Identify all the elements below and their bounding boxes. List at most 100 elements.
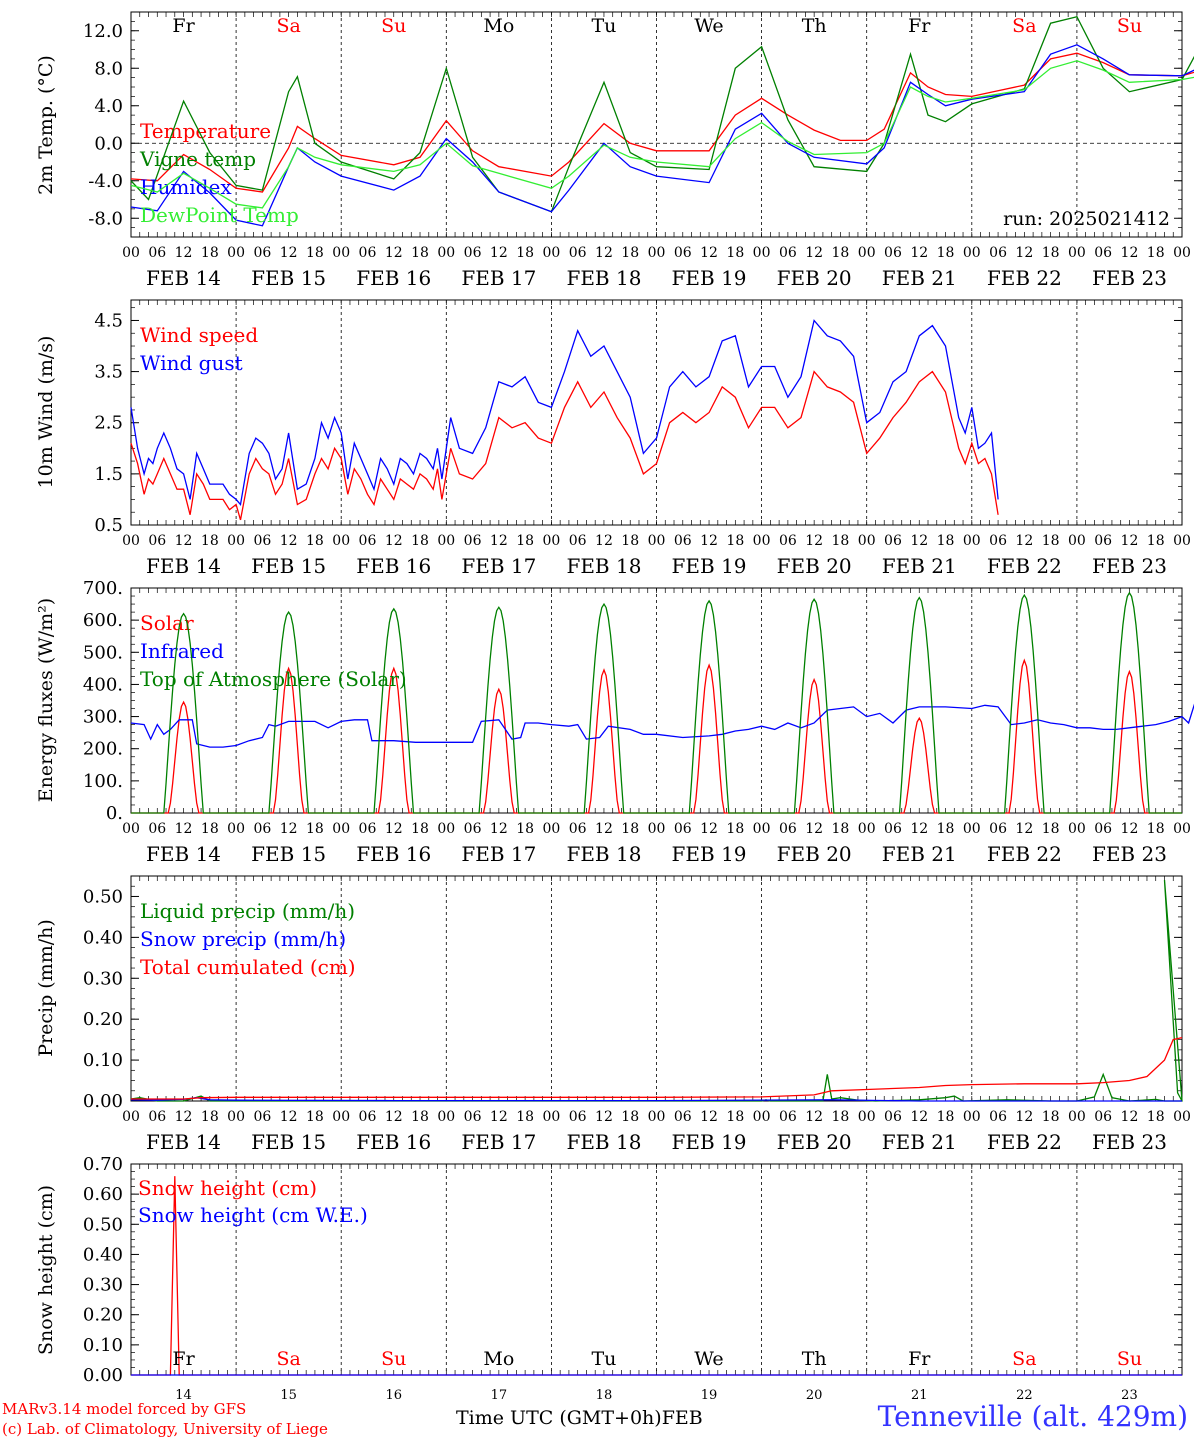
hour-tick-label: 06 xyxy=(148,533,166,549)
hour-tick-label: 06 xyxy=(779,533,797,549)
y-tick-label: 0.20 xyxy=(83,1009,123,1030)
hour-tick-label: 00 xyxy=(227,821,245,837)
y-tick-label: 0.5 xyxy=(94,515,123,536)
hour-tick-label: 00 xyxy=(332,245,350,261)
legend-entry: Snow precip (mm/h) xyxy=(140,927,346,951)
hour-tick-label: 00 xyxy=(227,245,245,261)
hour-tick-label: 00 xyxy=(753,533,771,549)
legend-entry: Solar xyxy=(140,611,194,635)
y-tick-label: 0.60 xyxy=(83,1184,123,1205)
date-label: FEB 15 xyxy=(251,554,326,578)
hour-tick-label: 06 xyxy=(674,1109,692,1125)
hour-tick-label: 18 xyxy=(516,245,534,261)
hour-tick-label: 12 xyxy=(175,245,193,261)
hour-tick-label: 06 xyxy=(464,245,482,261)
date-label: FEB 21 xyxy=(882,554,957,578)
weekday-label: Mo xyxy=(483,1348,514,1370)
date-label: FEB 16 xyxy=(356,266,431,290)
y-tick-label: 0.30 xyxy=(83,968,123,989)
hour-tick-label: 12 xyxy=(280,245,298,261)
x-axis-label: Time UTC (GMT+0h)FEB xyxy=(456,1407,703,1429)
legend-entry: Humidex xyxy=(140,175,232,199)
date-label: FEB 19 xyxy=(672,554,747,578)
weekday-label: Su xyxy=(381,1348,406,1370)
hour-tick-label: 18 xyxy=(1042,245,1060,261)
hour-tick-label: 06 xyxy=(148,821,166,837)
legend-entry: Liquid precip (mm/h) xyxy=(140,899,355,923)
hour-tick-label: 00 xyxy=(1068,533,1086,549)
hour-tick-label: 00 xyxy=(437,533,455,549)
hour-tick-label: 00 xyxy=(858,821,876,837)
y-tick-label: 12.0 xyxy=(83,21,123,42)
hour-tick-label: 00 xyxy=(437,1109,455,1125)
hour-tick-label: 12 xyxy=(385,821,403,837)
hour-tick-label: 18 xyxy=(516,533,534,549)
plot-frame xyxy=(130,587,1183,814)
weekday-label: Tu xyxy=(591,1348,616,1370)
y-tick-label: 0.40 xyxy=(83,1244,123,1265)
hour-tick-label: 12 xyxy=(280,1109,298,1125)
hour-tick-label: 06 xyxy=(253,533,271,549)
series-line-vigne-temp xyxy=(130,15,1194,213)
hour-tick-label: 12 xyxy=(700,245,718,261)
hour-tick-label: 00 xyxy=(753,1109,771,1125)
hour-tick-label: 06 xyxy=(674,245,692,261)
legend-entry: Temperature xyxy=(140,119,271,143)
weekday-label: Su xyxy=(381,15,406,37)
hour-tick-label: 18 xyxy=(1042,1109,1060,1125)
hour-tick-label: 06 xyxy=(253,821,271,837)
y-tick-label: -8.0 xyxy=(88,208,123,229)
hour-tick-label: 18 xyxy=(621,1109,639,1125)
hour-tick-label: 00 xyxy=(227,533,245,549)
hour-tick-label: 12 xyxy=(1015,533,1033,549)
weekday-label: Sa xyxy=(1012,15,1036,37)
hour-tick-label: 06 xyxy=(569,1109,587,1125)
weekday-label: Fr xyxy=(172,1348,195,1370)
hour-tick-label: 06 xyxy=(464,533,482,549)
hour-tick-label: 00 xyxy=(963,533,981,549)
x-axis-title: Time UTC (GMT+0h) xyxy=(456,1407,662,1429)
y-tick-label: 200. xyxy=(83,739,123,760)
y-tick-label: 0.00 xyxy=(83,1091,123,1112)
y-tick-label: 4.5 xyxy=(94,310,123,331)
station-title: Tenneville (alt. 429m) xyxy=(877,1400,1188,1433)
hour-tick-label: 18 xyxy=(201,533,219,549)
date-label: FEB 14 xyxy=(146,266,221,290)
lab-credit: (c) Lab. of Climatology, University of L… xyxy=(2,1420,328,1438)
hour-tick-label: 18 xyxy=(201,245,219,261)
hour-tick-label: 00 xyxy=(122,533,140,549)
day-number-label: 18 xyxy=(596,1388,613,1403)
hour-tick-label: 06 xyxy=(674,821,692,837)
date-label: FEB 23 xyxy=(1092,1130,1167,1154)
hour-tick-label: 18 xyxy=(621,533,639,549)
y-tick-label: 0.70 xyxy=(83,1154,123,1175)
hour-tick-label: 06 xyxy=(779,1109,797,1125)
hour-tick-label: 06 xyxy=(884,533,902,549)
hour-tick-label: 00 xyxy=(437,245,455,261)
y-tick-label: 2.5 xyxy=(94,413,123,434)
weekday-label: Th xyxy=(802,1348,827,1370)
weekday-label: Sa xyxy=(276,15,300,37)
hour-tick-label: 18 xyxy=(726,245,744,261)
hour-tick-label: 00 xyxy=(858,245,876,261)
hour-tick-label: 00 xyxy=(1173,821,1191,837)
hour-tick-label: 18 xyxy=(516,821,534,837)
hour-tick-label: 00 xyxy=(753,821,771,837)
y-axis-label: Precip (mm/h) xyxy=(35,919,57,1057)
hour-tick-label: 12 xyxy=(910,533,928,549)
date-label: FEB 15 xyxy=(251,842,326,866)
y-tick-label: 8.0 xyxy=(94,58,123,79)
y-tick-label: 700. xyxy=(83,578,123,599)
y-axis-label: 10m Wind (m/s) xyxy=(35,336,57,489)
hour-tick-label: 18 xyxy=(1147,821,1165,837)
date-label: FEB 20 xyxy=(777,554,852,578)
day-number-label: 22 xyxy=(1016,1388,1033,1403)
date-label: FEB 16 xyxy=(356,554,431,578)
day-number-label: 23 xyxy=(1121,1388,1138,1403)
hour-tick-label: 12 xyxy=(280,533,298,549)
date-label: FEB 21 xyxy=(882,266,957,290)
hour-tick-label: 06 xyxy=(989,1109,1007,1125)
hour-tick-label: 18 xyxy=(411,821,429,837)
hour-tick-label: 12 xyxy=(1015,1109,1033,1125)
hour-tick-label: 06 xyxy=(148,245,166,261)
